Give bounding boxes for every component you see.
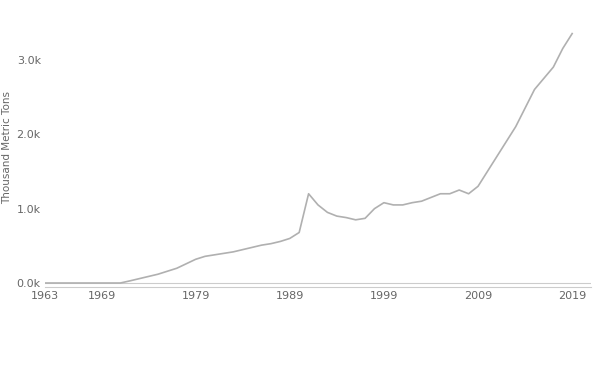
Text: Source:: Source: — [551, 340, 593, 350]
Text: Pakistan - Domestic Consumption of Palm Oil: Pakistan - Domestic Consumption of Palm … — [7, 321, 273, 331]
Y-axis label: Thousand Metric Tons: Thousand Metric Tons — [2, 91, 13, 204]
Text: Source: U.S. Department of Agriculture: Source: U.S. Department of Agriculture — [401, 340, 592, 350]
Text: © NationMaster: © NationMaster — [515, 318, 593, 328]
